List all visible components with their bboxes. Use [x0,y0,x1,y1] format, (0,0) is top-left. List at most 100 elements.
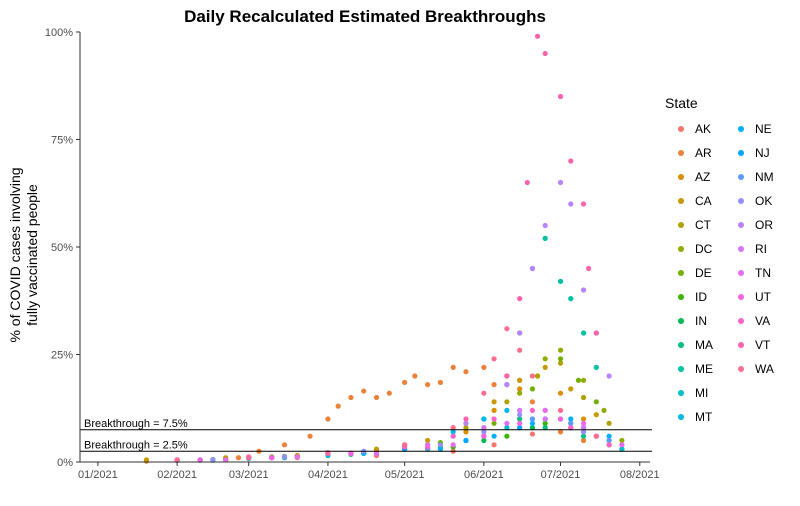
data-point [335,403,341,409]
data-point [517,296,523,302]
data-point [619,446,625,452]
legend-key [678,150,684,156]
data-point [529,425,536,431]
x-tick-label: 03/2021 [229,469,269,481]
data-point [210,457,216,463]
data-point [491,433,497,439]
data-point [529,416,536,422]
series-nm [197,416,612,463]
x-tick-label: 06/2021 [464,469,504,481]
data-point [412,373,418,379]
data-point [575,377,582,383]
data-point [373,450,380,456]
legend-label: DE [695,266,712,280]
data-point [491,407,497,413]
data-point [606,373,612,379]
data-point [504,425,510,431]
data-point [504,433,510,439]
x-tick-label: 01/2021 [78,469,118,481]
data-point [619,437,625,444]
data-point [402,379,408,386]
legend-label: VT [755,338,771,352]
series-mi [174,416,625,463]
data-point [373,394,380,401]
data-point [529,373,536,379]
series-ca [143,364,599,463]
data-point [294,454,300,460]
data-point [463,425,469,431]
legend-key [678,246,684,252]
legend-label: VA [755,314,770,328]
data-point [586,265,592,272]
data-point [504,373,510,379]
reference-line-label: Breakthrough = 2.5% [84,439,188,451]
series-va [174,407,612,463]
data-point [580,425,587,431]
data-point [517,416,523,422]
data-point [223,457,229,463]
data-point [542,420,548,426]
data-point [568,296,574,302]
legend-label: TN [755,266,771,280]
data-point [481,433,487,439]
y-tick-label: 100% [45,27,73,39]
data-point [517,407,523,413]
data-point [481,364,487,370]
legend-key [678,270,684,276]
series-ut [197,416,599,463]
data-point [481,416,487,422]
legend-key [678,390,684,396]
data-point [557,347,564,353]
legend-key [678,366,684,372]
data-point [601,407,607,413]
series-in [197,420,612,463]
legend-key [678,222,684,228]
legend-label: MT [695,410,713,424]
data-point [463,437,469,444]
data-point [606,442,612,448]
data-point [437,446,444,452]
legend-key [738,198,744,204]
data-point [619,442,625,448]
data-point [568,420,574,426]
data-point [246,454,252,460]
data-point [517,420,523,426]
data-point [463,369,469,375]
data-point [373,446,380,452]
data-point [517,330,523,336]
x-tick-label: 08/2021 [620,469,660,481]
data-point [542,407,548,413]
data-point [491,442,497,448]
data-point [580,330,587,336]
data-point [450,433,456,439]
legend-key [678,198,684,204]
data-point [568,416,574,422]
legend-key [678,126,684,132]
legend-key [678,414,684,420]
x-tick-label: 05/2021 [385,469,425,481]
legend-label: CT [695,218,712,232]
series-tn [223,407,625,463]
legend-key [678,318,684,324]
data-point [348,394,354,401]
data-point [529,399,536,405]
data-point [542,222,548,229]
legend-label: AK [695,122,711,136]
data-point [491,416,497,422]
data-point [281,442,288,448]
data-point [529,265,536,272]
legend-label: NE [755,122,772,136]
data-point [606,433,612,439]
data-point [491,356,497,362]
data-point [450,442,456,448]
legend-label: RI [755,242,767,256]
data-point [504,407,510,413]
legend-key [738,342,744,348]
data-point [568,201,574,207]
y-axis-label: % of COVID cases involving fully vaccina… [7,167,40,342]
data-point [542,425,548,431]
data-point [386,390,392,396]
reference-lines: Breakthrough = 7.5% Breakthrough = 2.5% [80,418,652,452]
data-point [557,416,564,422]
